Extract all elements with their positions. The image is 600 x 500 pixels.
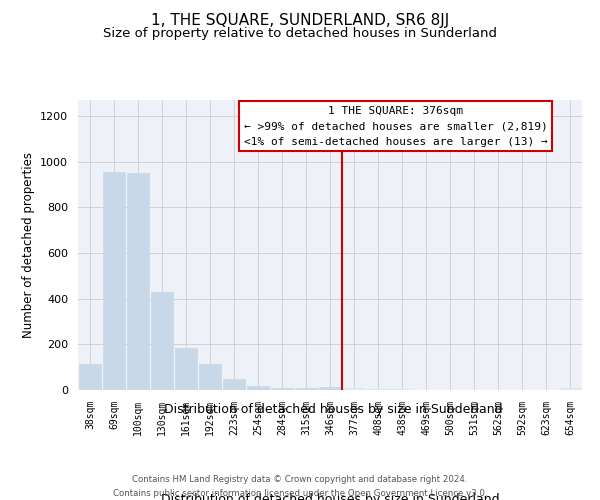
Bar bbox=[175, 348, 197, 390]
Bar bbox=[127, 173, 149, 390]
Text: 1 THE SQUARE: 376sqm
← >99% of detached houses are smaller (2,819)
<1% of semi-d: 1 THE SQUARE: 376sqm ← >99% of detached … bbox=[244, 106, 547, 147]
Bar bbox=[295, 388, 317, 390]
Bar bbox=[151, 292, 173, 390]
Bar bbox=[343, 388, 365, 390]
Text: Size of property relative to detached houses in Sunderland: Size of property relative to detached ho… bbox=[103, 28, 497, 40]
Bar bbox=[559, 388, 581, 390]
Text: Contains HM Land Registry data © Crown copyright and database right 2024.
Contai: Contains HM Land Registry data © Crown c… bbox=[113, 476, 487, 498]
Bar bbox=[319, 387, 341, 390]
Bar bbox=[223, 380, 245, 390]
Y-axis label: Number of detached properties: Number of detached properties bbox=[22, 152, 35, 338]
Bar bbox=[103, 172, 125, 390]
Bar bbox=[247, 386, 269, 390]
Text: 1, THE SQUARE, SUNDERLAND, SR6 8JJ: 1, THE SQUARE, SUNDERLAND, SR6 8JJ bbox=[151, 12, 449, 28]
Bar bbox=[79, 364, 101, 390]
X-axis label: Distribution of detached houses by size in Sunderland: Distribution of detached houses by size … bbox=[161, 494, 499, 500]
Bar bbox=[199, 364, 221, 390]
Text: Distribution of detached houses by size in Sunderland: Distribution of detached houses by size … bbox=[164, 402, 502, 415]
Bar bbox=[271, 388, 293, 390]
